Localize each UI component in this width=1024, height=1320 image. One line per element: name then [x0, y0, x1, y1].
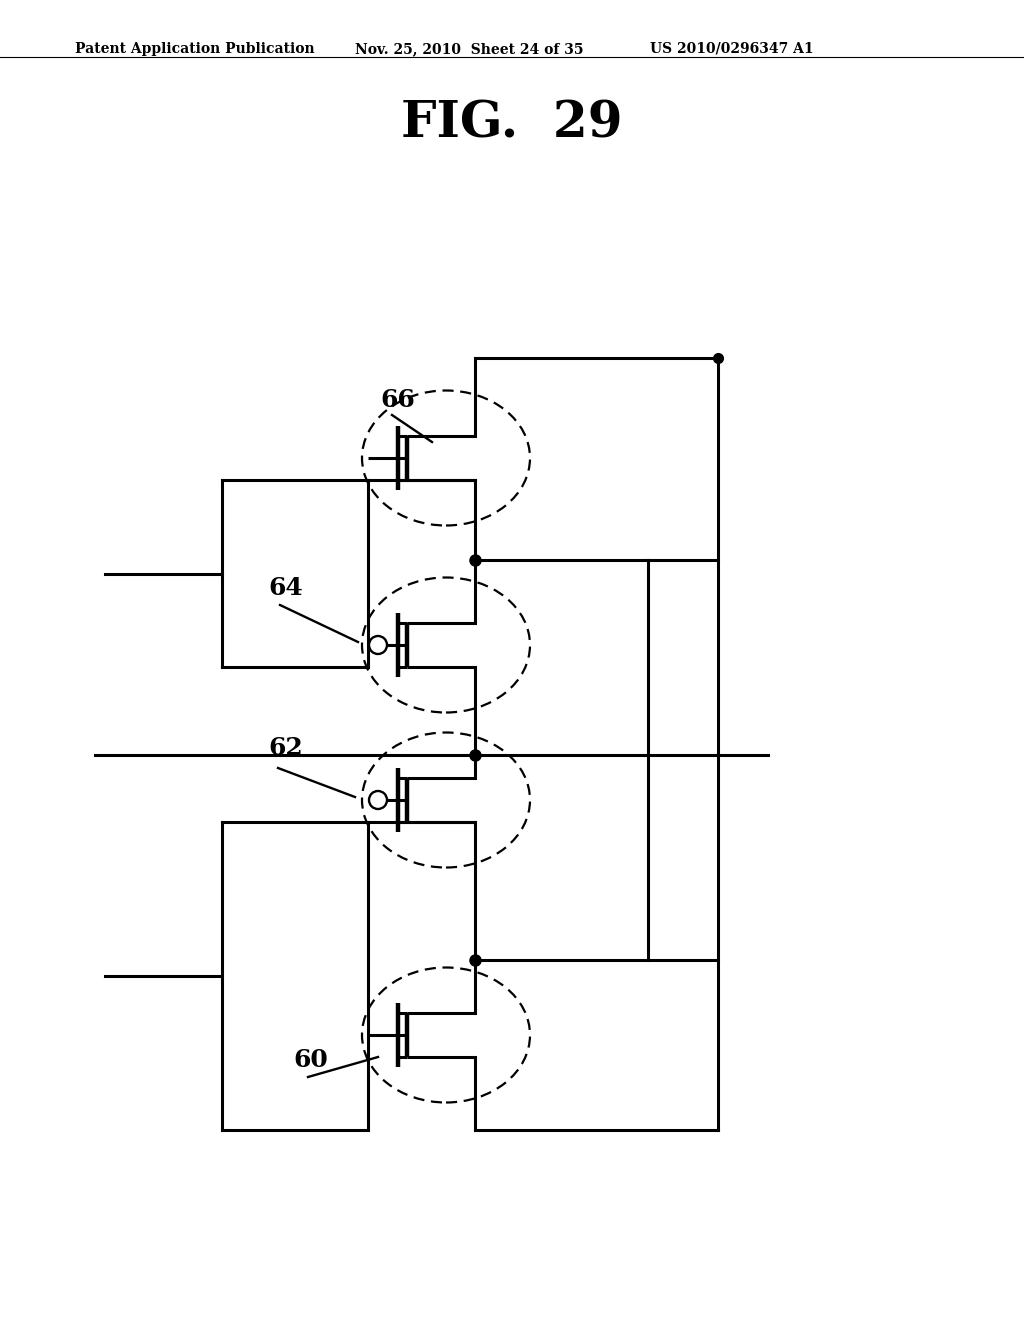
Text: Patent Application Publication: Patent Application Publication: [75, 42, 314, 55]
Text: 64: 64: [268, 576, 303, 601]
Text: 60: 60: [293, 1048, 328, 1072]
Text: 66: 66: [380, 388, 415, 412]
Text: US 2010/0296347 A1: US 2010/0296347 A1: [650, 42, 814, 55]
Text: –: –: [736, 746, 745, 764]
Text: FIG.  29: FIG. 29: [401, 100, 623, 149]
Text: Nov. 25, 2010  Sheet 24 of 35: Nov. 25, 2010 Sheet 24 of 35: [355, 42, 584, 55]
Text: 62: 62: [268, 737, 303, 760]
